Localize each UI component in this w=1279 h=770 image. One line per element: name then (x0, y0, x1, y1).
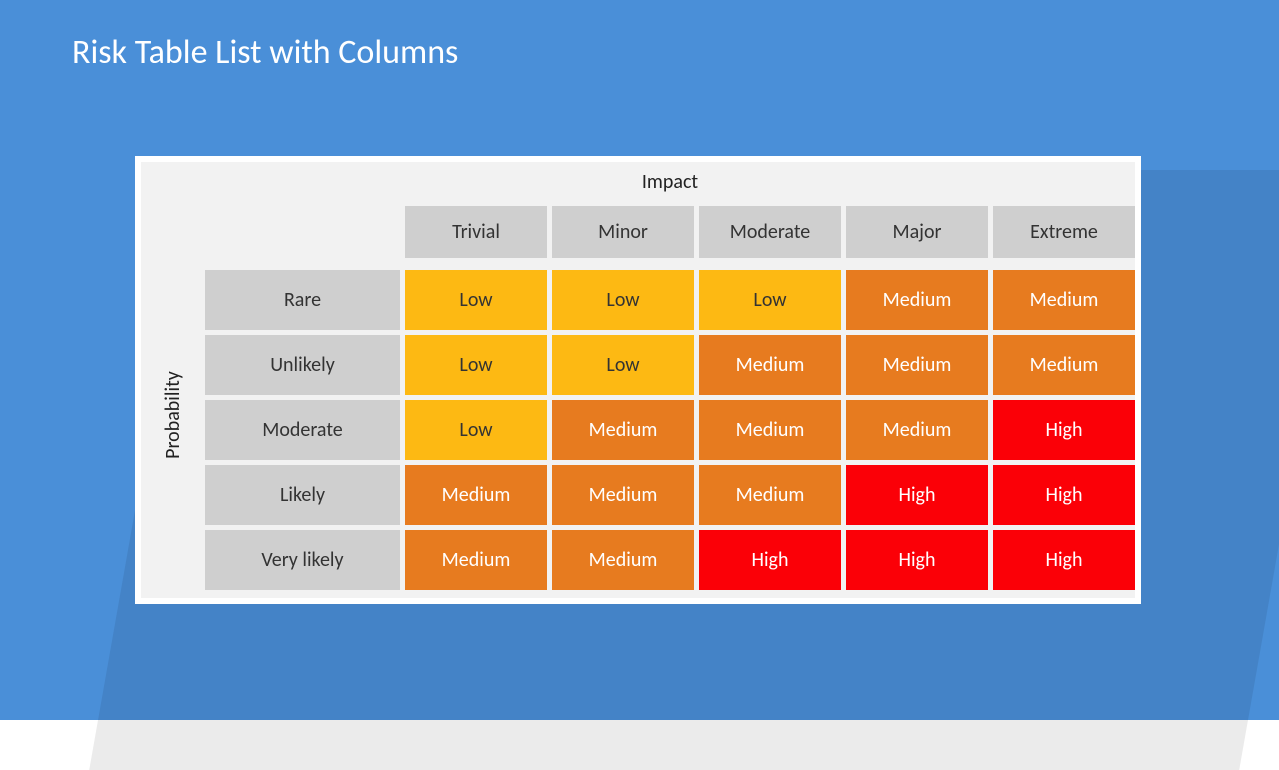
risk-cell: Medium (699, 335, 841, 395)
risk-cell: Low (552, 335, 694, 395)
risk-cell: Medium (846, 400, 988, 460)
risk-cell: High (846, 530, 988, 590)
risk-cell: Medium (552, 465, 694, 525)
grid-area: Impact TrivialMinorModerateMajorExtreme … (205, 162, 1135, 598)
row-header: Unlikely (205, 335, 400, 395)
risk-cell: Low (552, 270, 694, 330)
column-header: Extreme (993, 206, 1135, 258)
risk-cell: Low (405, 270, 547, 330)
x-axis-label: Impact (205, 162, 1135, 206)
risk-cell: High (846, 465, 988, 525)
risk-cell: Medium (846, 335, 988, 395)
risk-cell: Medium (993, 335, 1135, 395)
matrix-row: ModerateLowMediumMediumMediumHigh (205, 400, 1135, 460)
risk-cell: Medium (699, 465, 841, 525)
column-header: Major (846, 206, 988, 258)
column-header: Moderate (699, 206, 841, 258)
matrix-rows: RareLowLowLowMediumMediumUnlikelyLowLowM… (205, 270, 1135, 590)
y-axis-label: Probability (161, 371, 185, 459)
risk-cell: Low (405, 400, 547, 460)
risk-cell: Medium (993, 270, 1135, 330)
row-header: Moderate (205, 400, 400, 460)
matrix-row: Very likelyMediumMediumHighHighHigh (205, 530, 1135, 590)
column-header: Trivial (405, 206, 547, 258)
risk-cell: Low (405, 335, 547, 395)
risk-cell: Medium (405, 465, 547, 525)
risk-cell: Medium (552, 530, 694, 590)
risk-cell: High (993, 400, 1135, 460)
row-header: Likely (205, 465, 400, 525)
risk-cell: High (993, 465, 1135, 525)
page-title: Risk Table List with Columns (72, 32, 458, 73)
risk-cell: High (993, 530, 1135, 590)
risk-cell: Medium (699, 400, 841, 460)
row-header: Rare (205, 270, 400, 330)
risk-cell: Low (699, 270, 841, 330)
risk-cell: High (699, 530, 841, 590)
matrix-row: UnlikelyLowLowMediumMediumMedium (205, 335, 1135, 395)
y-axis-area: Probability (141, 162, 205, 598)
risk-matrix-card: Probability Impact TrivialMinorModerateM… (135, 156, 1141, 604)
column-header: Minor (552, 206, 694, 258)
risk-cell: Medium (405, 530, 547, 590)
risk-cell: Medium (552, 400, 694, 460)
slide: Risk Table List with Columns Probability… (0, 0, 1279, 720)
card-inner: Probability Impact TrivialMinorModerateM… (141, 162, 1135, 598)
matrix-row: LikelyMediumMediumMediumHighHigh (205, 465, 1135, 525)
risk-cell: Medium (846, 270, 988, 330)
row-header: Very likely (205, 530, 400, 590)
matrix-row: RareLowLowLowMediumMedium (205, 270, 1135, 330)
column-headers: TrivialMinorModerateMajorExtreme (205, 206, 1135, 258)
